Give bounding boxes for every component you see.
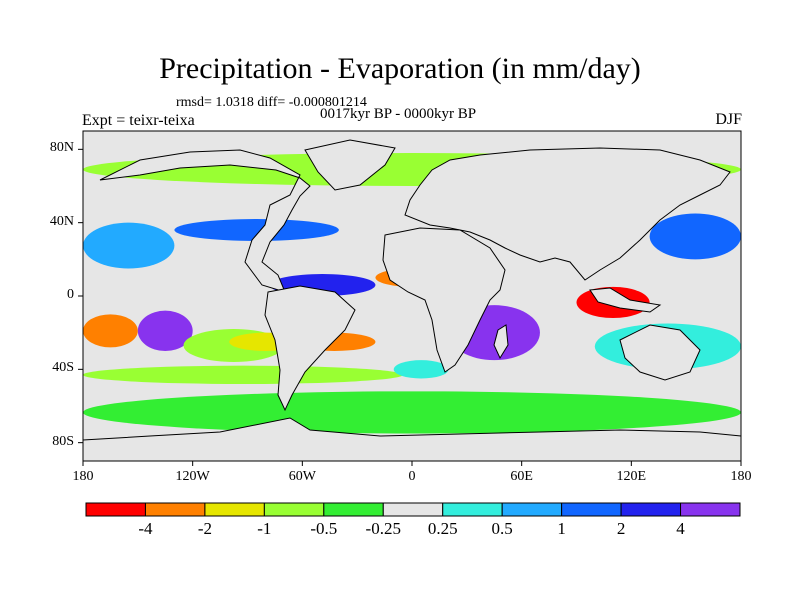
colorbar-swatch xyxy=(561,502,622,517)
lat-tick-label: 0 xyxy=(67,287,74,302)
colorbar-label: -4 xyxy=(138,519,153,538)
field-region-0 xyxy=(83,391,741,434)
lon-tick-marks xyxy=(82,461,742,466)
lon-tick-label: 60E xyxy=(510,469,533,484)
lon-tick-label: 180 xyxy=(72,469,94,484)
field-region-1 xyxy=(83,365,403,385)
coastline-australia xyxy=(619,324,701,381)
coastline-madagascar xyxy=(493,324,509,360)
experiment-label: Expt = teixr-teixa xyxy=(82,112,195,129)
field-region-3 xyxy=(137,310,193,352)
colorbar-swatch xyxy=(204,502,265,517)
lat-tick-marks xyxy=(78,148,83,444)
coastline-indonesia xyxy=(589,287,662,313)
field-region-2 xyxy=(83,314,138,348)
map-field xyxy=(83,131,741,461)
lon-tick-label: 120E xyxy=(616,469,647,484)
lon-tick-label: 120W xyxy=(175,469,210,484)
field-region-15 xyxy=(393,360,449,379)
coastline-eurasia xyxy=(404,147,731,281)
colorbar-label: -1 xyxy=(257,519,272,538)
chart-title: Precipitation - Evaporation (in mm/day) xyxy=(159,52,641,85)
colorbar-label: 0.25 xyxy=(427,519,458,538)
colorbar-swatch xyxy=(323,502,384,517)
field-region-11 xyxy=(649,213,741,260)
lat-tick-label: 80S xyxy=(52,433,74,449)
coastline-south-america xyxy=(264,285,356,412)
colorbar-label: -0.5 xyxy=(310,519,338,538)
lat-tick-label: 40N xyxy=(49,213,74,229)
season-label: DJF xyxy=(715,111,742,128)
colorbar-swatch xyxy=(263,502,325,517)
colorbar-swatch xyxy=(85,502,146,517)
colorbar-label: 2 xyxy=(616,519,626,538)
stats-line: rmsd= 1.0318 diff= -0.000801214 xyxy=(176,95,367,110)
lon-tick-label: 180 xyxy=(730,469,752,484)
lon-tick-label: 0 xyxy=(408,469,416,484)
lon-tick-label: 60W xyxy=(288,469,316,484)
colorbar-label: -2 xyxy=(197,519,212,538)
lat-tick-label: 80N xyxy=(49,140,74,156)
field-regions xyxy=(83,153,741,434)
coastline-africa xyxy=(382,227,506,373)
colorbar-swatch xyxy=(144,502,206,517)
coastline-greenland xyxy=(304,139,396,191)
colorbar-swatch xyxy=(620,502,682,517)
colorbar-label: 1 xyxy=(557,519,566,538)
chart-subtitle: 0017kyr BP - 0000kyr BP xyxy=(320,106,477,122)
colorbar-label: 4 xyxy=(676,519,685,538)
field-region-6 xyxy=(174,219,339,241)
colorbar-swatch xyxy=(442,502,503,517)
coastlines xyxy=(83,139,741,441)
colorbar-label: -0.25 xyxy=(365,519,401,538)
colorbar-label: 0.5 xyxy=(491,519,513,538)
colorbar-swatch xyxy=(680,502,741,517)
colorbar xyxy=(85,502,741,517)
field-region-16 xyxy=(83,222,175,269)
coastline-north-america xyxy=(99,149,311,293)
colorbar-swatch xyxy=(501,502,563,517)
colorbar-swatch xyxy=(382,502,444,517)
coastline-antarctica xyxy=(83,417,741,441)
lat-tick-label: 40S xyxy=(52,360,74,376)
